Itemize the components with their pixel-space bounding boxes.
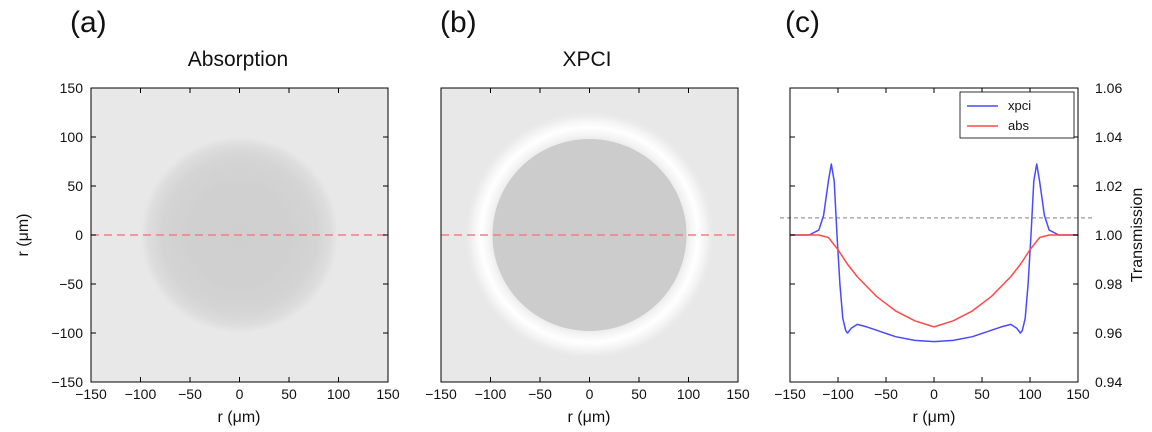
panel-a-ylabel: r (μm) — [15, 214, 32, 257]
panel-c-label: (c) — [785, 6, 820, 39]
panel-b-xlabel: r (μm) — [568, 409, 611, 426]
x-tick-label: 150 — [726, 386, 750, 402]
panel-c-ylabel: Transmission — [1129, 188, 1146, 283]
panel-a: (a) Absorption −150 −100 −50 0 50 100 150−150−… — [15, 6, 400, 426]
x-tick-label: −50 — [178, 386, 202, 402]
y-tick-label: 0.96 — [1095, 325, 1122, 341]
panel-a-ticks: −150 −100 −50 0 50 100 150 −150 −100 −50 0 50 100 150 — [51, 80, 399, 402]
x-tick-label: −150 — [75, 386, 107, 402]
x-tick-label: −50 — [874, 386, 898, 402]
x-tick-label: −100 — [822, 386, 854, 402]
x-tick-label: 0 — [236, 386, 244, 402]
x-tick-label: 150 — [376, 386, 400, 402]
x-tick-label: −150 — [425, 386, 457, 402]
y-tick-label: 1.06 — [1095, 80, 1122, 96]
panel-c-series — [790, 163, 1078, 343]
x-tick-label: 50 — [281, 386, 297, 402]
legend-label-abs: abs — [1008, 118, 1029, 133]
x-tick-label: 50 — [631, 386, 647, 402]
x-tick-label: −50 — [528, 386, 552, 402]
legend-box — [959, 91, 1075, 139]
panel-b-title: XPCI — [562, 48, 611, 71]
series-line-abs — [790, 234, 1078, 328]
x-tick-label: 50 — [974, 386, 990, 402]
y-tick-label: 0 — [75, 227, 83, 243]
x-tick-label: 100 — [677, 386, 701, 402]
y-tick-label: 150 — [60, 80, 84, 96]
y-tick-label: −50 — [59, 276, 83, 292]
y-tick-label: −100 — [51, 325, 83, 341]
series-line-xpci — [790, 163, 1078, 343]
y-tick-label: 1.04 — [1095, 129, 1122, 145]
panel-a-xlabel: r (μm) — [218, 409, 261, 426]
y-tick-label: 50 — [67, 178, 83, 194]
x-tick-label: 150 — [1066, 386, 1090, 402]
panel-c-xlabel: r (μm) — [913, 409, 956, 426]
panel-c: (c) −150 −100 −50 0 50 100 150 0.94 0.96 0.98 1.00… — [774, 6, 1146, 426]
x-tick-label: 100 — [1018, 386, 1042, 402]
x-tick-label: −150 — [774, 386, 806, 402]
x-tick-label: 100 — [327, 386, 351, 402]
panel-a-title: Absorption — [188, 48, 288, 71]
panel-a-label: (a) — [70, 6, 107, 39]
x-tick-label: −100 — [475, 386, 507, 402]
y-tick-label: −150 — [51, 374, 83, 390]
x-tick-label: −100 — [125, 386, 157, 402]
panel-c-ticks: −150 −100 −50 0 50 100 150 0.94 0.96 0.98 1.00 1.02… — [774, 80, 1122, 402]
x-tick-label: 0 — [930, 386, 938, 402]
y-tick-label: 100 — [60, 129, 84, 145]
panel-b: (b) XPCI −150 −100 −50 0 50 100 150 r (μm) — [425, 6, 750, 426]
panel-c-legend: xpci abs — [959, 91, 1075, 139]
panel-b-label: (b) — [440, 6, 477, 39]
y-tick-label: 1.00 — [1095, 227, 1122, 243]
panel-b-ticks: −150 −100 −50 0 50 100 150 — [425, 88, 750, 402]
legend-label-xpci: xpci — [1008, 98, 1031, 113]
y-tick-label: 0.94 — [1095, 374, 1122, 390]
y-tick-label: 1.02 — [1095, 178, 1122, 194]
y-tick-label: 0.98 — [1095, 276, 1122, 292]
x-tick-label: 0 — [586, 386, 594, 402]
